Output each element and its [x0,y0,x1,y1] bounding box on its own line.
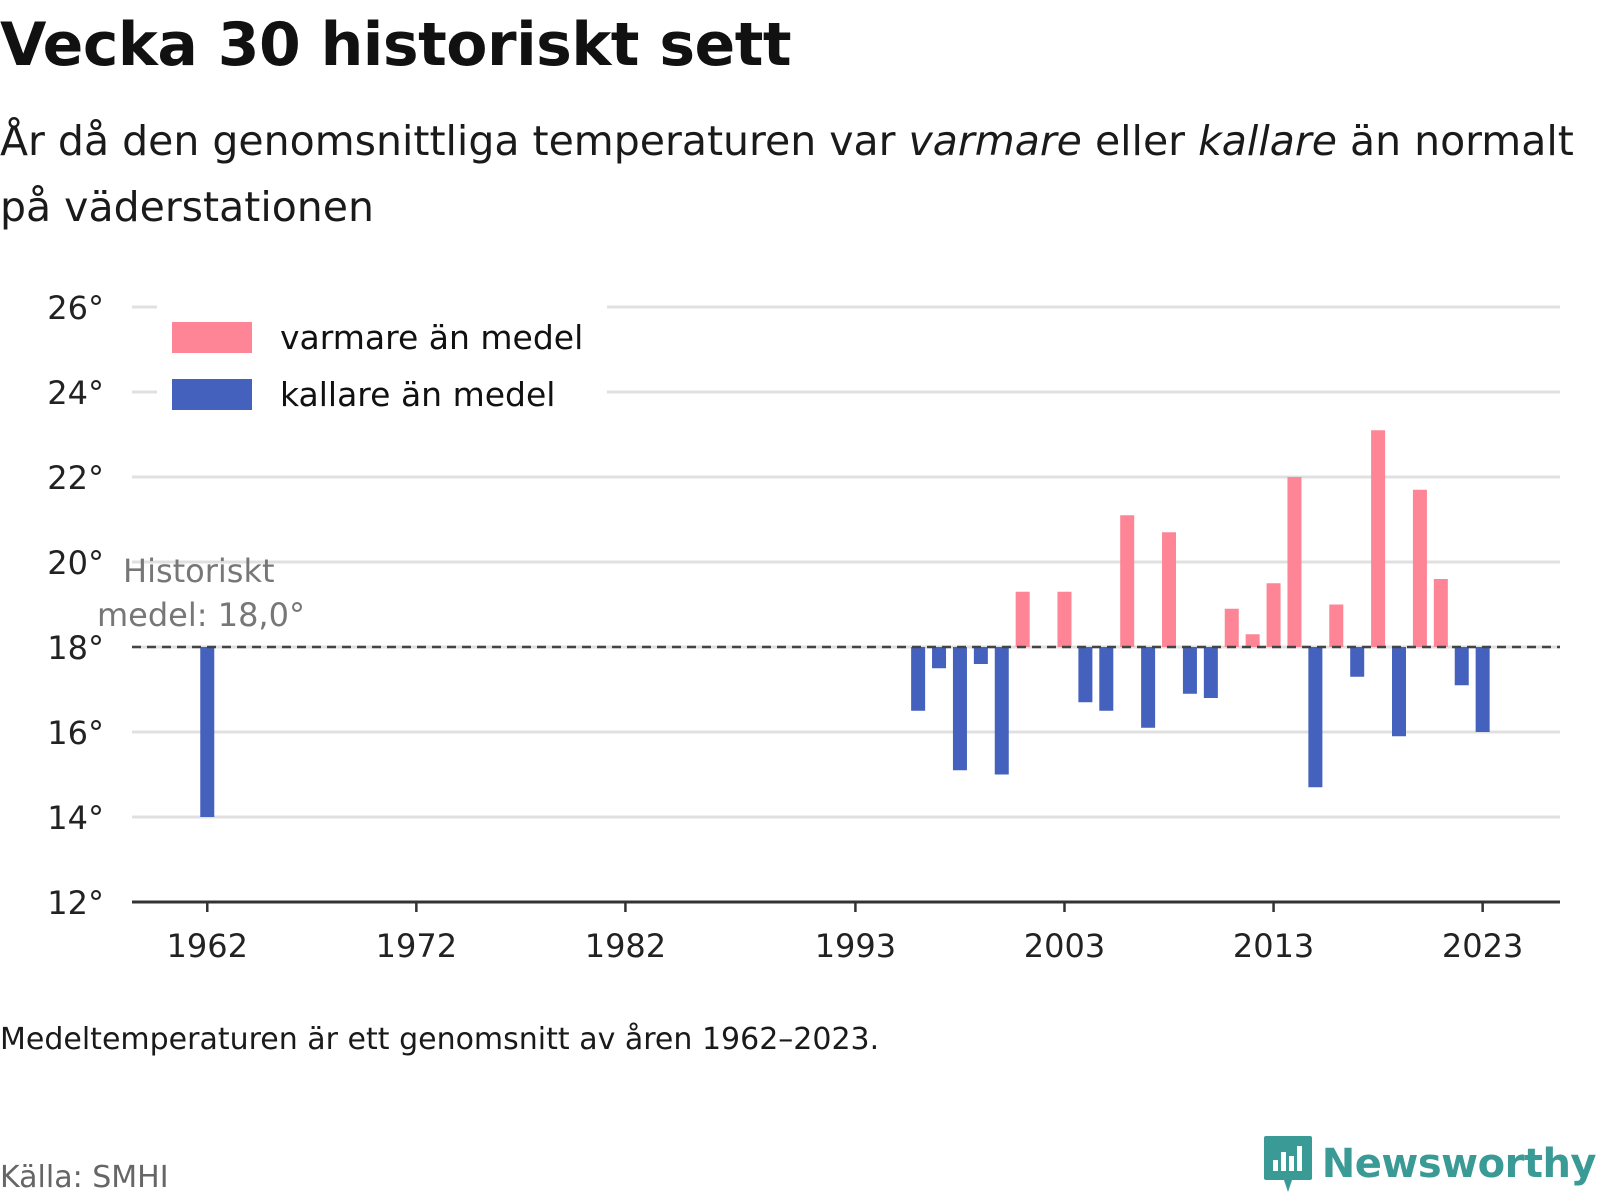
bar-cold [1099,647,1114,711]
x-tick-label: 1993 [815,927,896,965]
y-tick-label: 14° [47,799,104,837]
subtitle-part1: År då den genomsnittliga temperaturen va… [0,117,909,165]
bar-cold [1308,647,1323,788]
x-tick-label: 2013 [1233,927,1314,965]
bar-cold [932,647,947,669]
y-tick-label: 22° [47,459,104,497]
subtitle-warm-word: varmare [908,117,1082,165]
x-tick-label: 1962 [167,927,248,965]
bar-warm [1433,579,1448,647]
bar-warm [1224,608,1239,647]
legend-swatch [172,379,252,410]
bar-cold [1078,647,1093,703]
y-tick-label: 20° [47,544,104,582]
subtitle-cold-word: kallare [1198,117,1337,165]
bar-cold [200,647,215,817]
mean-label-line1: Historiskt [123,552,275,590]
bar-warm [1057,591,1072,647]
bar-cold [1350,647,1365,677]
bars [200,430,1490,817]
y-axis-ticks: 12° 14° 16° 18° 20° 22° 24° 26° [47,289,104,922]
bar-cold [1392,647,1407,737]
x-tick-label: 2023 [1442,927,1523,965]
subtitle-part3: än normalt på väderstationen [0,117,1574,231]
bar-warm [1266,583,1281,647]
y-tick-label: 26° [47,289,104,327]
newsworthy-icon [1263,1136,1312,1192]
x-tick-label: 1972 [376,927,457,965]
brand-name: Newsworthy [1321,1141,1597,1187]
bar-warm [1287,477,1302,647]
source-text: Källa: SMHI [0,1160,169,1195]
bar-cold [952,647,967,771]
brand-logo: Newsworthy [1262,1132,1597,1196]
bar-cold [1141,647,1156,728]
bar-cold [1454,647,1469,686]
bar-warm [1245,634,1260,647]
x-tick-label: 1982 [585,927,666,965]
legend-label: varmare än medel [280,318,583,357]
y-tick-label: 18° [47,629,104,667]
bar-cold [1475,647,1490,732]
bar-cold [1182,647,1197,694]
bar-cold [973,647,988,664]
bar-warm [1162,532,1177,647]
bar-warm [1015,591,1030,647]
chart-title: Vecka 30 historiskt sett [0,10,792,80]
bar-warm [1412,489,1427,647]
bar-warm [1120,515,1135,647]
x-axis: 1962 1972 1982 1993 2003 2013 2023 [132,900,1560,965]
legend-label: kallare än medel [280,375,555,414]
chart-subtitle: År då den genomsnittliga temperaturen va… [0,108,1580,240]
legend: varmare än medel kallare än medel [157,302,607,414]
y-tick-label: 12° [47,884,104,922]
bar-cold [994,647,1009,775]
x-tick-label: 2003 [1024,927,1105,965]
bar-warm [1329,604,1344,647]
bar-warm [1371,430,1386,647]
y-tick-label: 24° [47,374,104,412]
footnote: Medeltemperaturen är ett genomsnitt av å… [0,1022,880,1057]
bar-cold [911,647,926,711]
bar-cold [1203,647,1218,698]
legend-swatch [172,322,252,353]
y-tick-label: 16° [47,714,104,752]
bar-chart: 12° 14° 16° 18° 20° 22° 24° 26° varmare än mede… [47,289,1560,965]
subtitle-part2: eller [1081,117,1199,165]
mean-label-line2: medel: 18,0° [97,596,305,634]
